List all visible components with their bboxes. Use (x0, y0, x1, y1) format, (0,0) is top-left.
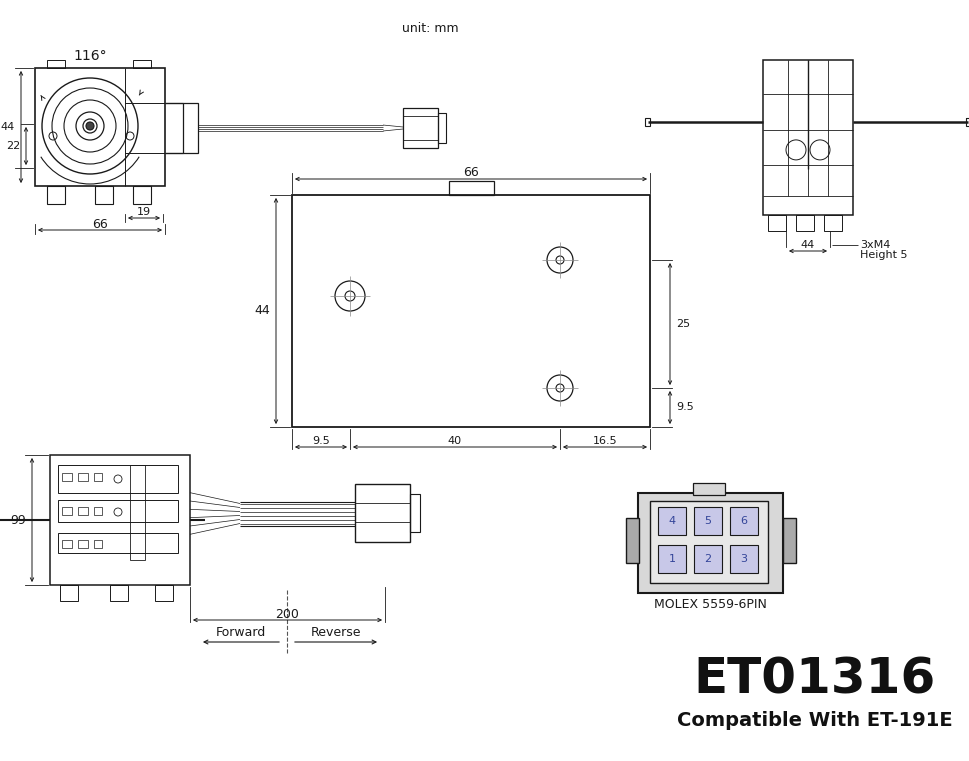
Bar (60, 585, 78, 601)
Bar (133, 60, 151, 68)
Bar (730, 545, 758, 573)
Bar (133, 186, 151, 204)
Text: 9.5: 9.5 (312, 436, 329, 446)
Text: 4: 4 (669, 516, 675, 526)
Bar (78, 473, 88, 481)
Bar (783, 518, 796, 563)
Bar (78, 507, 88, 515)
Bar (78, 540, 88, 548)
Bar (763, 60, 853, 215)
Bar (130, 465, 145, 560)
Bar (638, 493, 783, 593)
Bar (47, 60, 65, 68)
Bar (645, 118, 650, 126)
Bar (768, 215, 786, 231)
Text: unit: mm: unit: mm (402, 21, 458, 34)
Bar (658, 507, 686, 535)
Text: 5: 5 (704, 516, 711, 526)
Bar (449, 181, 494, 195)
Text: 1: 1 (669, 554, 675, 564)
Text: 3xM4: 3xM4 (860, 240, 891, 250)
Bar (62, 507, 72, 515)
Text: 6: 6 (740, 516, 747, 526)
Text: 40: 40 (448, 436, 462, 446)
Bar (796, 215, 814, 231)
Bar (47, 186, 65, 204)
Text: 2: 2 (704, 554, 711, 564)
Text: 66: 66 (92, 218, 108, 231)
Text: 200: 200 (275, 607, 299, 620)
Text: 3: 3 (740, 554, 747, 564)
Bar (35, 68, 165, 186)
Bar (50, 455, 190, 585)
Bar (694, 545, 722, 573)
Text: 19: 19 (137, 207, 151, 217)
Bar (155, 585, 173, 601)
Text: 9.5: 9.5 (676, 403, 694, 412)
Bar (58, 465, 178, 493)
Bar (94, 473, 102, 481)
Bar (110, 585, 128, 601)
Text: MOLEX 5559-6PIN: MOLEX 5559-6PIN (653, 598, 766, 612)
Text: 44: 44 (1, 122, 15, 132)
Bar (730, 507, 758, 535)
Bar (410, 493, 420, 531)
Text: Reverse: Reverse (311, 626, 361, 639)
Bar (658, 545, 686, 573)
Bar (95, 186, 113, 204)
Text: 22: 22 (6, 141, 20, 151)
Bar (824, 215, 842, 231)
Bar (58, 500, 178, 522)
Circle shape (86, 122, 94, 130)
Text: 44: 44 (254, 304, 270, 317)
Text: 16.5: 16.5 (593, 436, 617, 446)
Bar (94, 507, 102, 515)
Text: ET01316: ET01316 (694, 656, 936, 704)
Text: Height 5: Height 5 (860, 250, 908, 260)
Bar (62, 473, 72, 481)
Text: 116°: 116° (74, 49, 107, 63)
Bar (438, 113, 446, 143)
Bar (403, 108, 438, 148)
Bar (355, 483, 410, 542)
Bar (183, 103, 198, 153)
Bar (58, 533, 178, 553)
Bar (693, 483, 725, 495)
Text: Compatible With ET-191E: Compatible With ET-191E (677, 711, 953, 730)
Text: 44: 44 (800, 240, 815, 250)
Bar (292, 195, 650, 427)
Bar (62, 540, 72, 548)
Text: 99: 99 (11, 514, 26, 527)
Bar (626, 518, 639, 563)
Text: 25: 25 (676, 319, 690, 329)
Bar (694, 507, 722, 535)
Text: 66: 66 (463, 167, 479, 180)
Bar (966, 118, 969, 126)
Text: Forward: Forward (216, 626, 266, 639)
Bar (94, 540, 102, 548)
Bar (650, 501, 768, 583)
